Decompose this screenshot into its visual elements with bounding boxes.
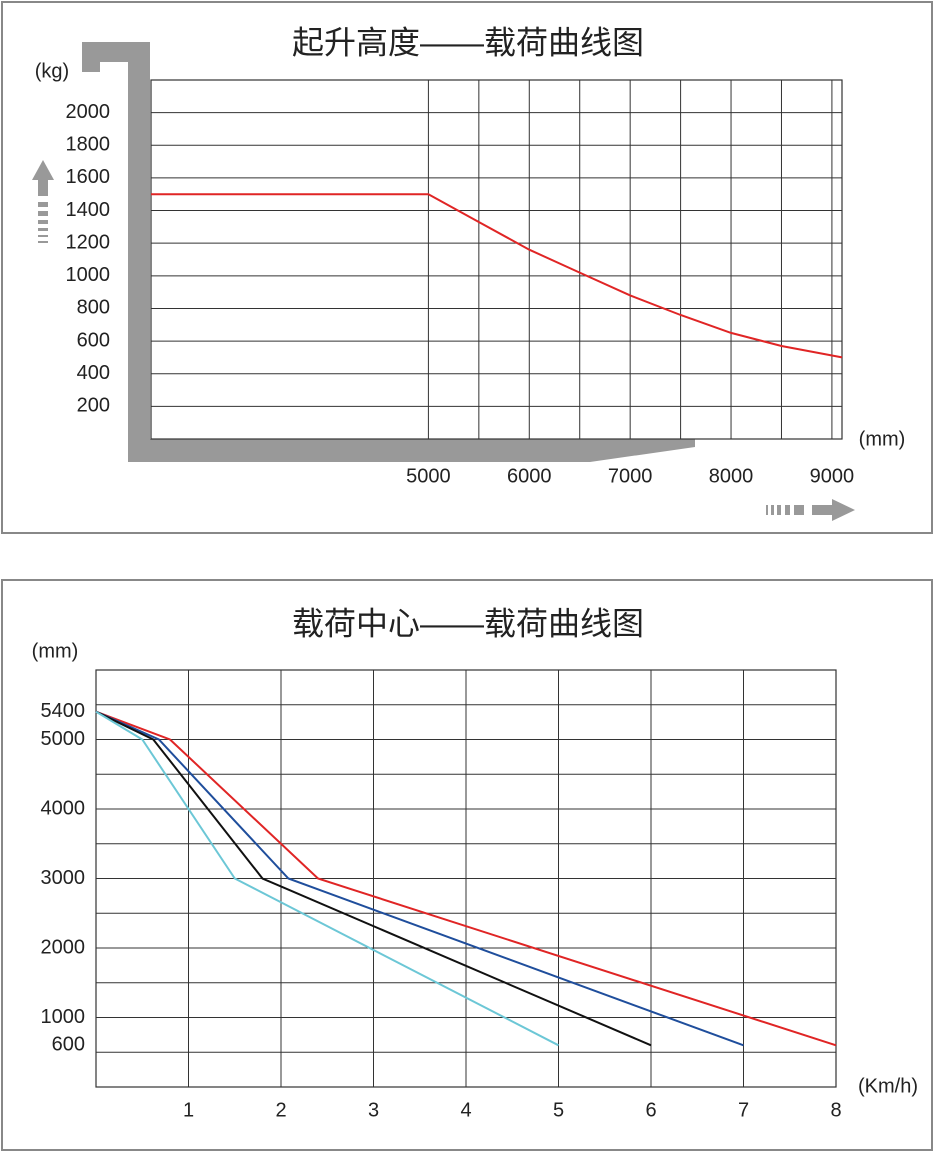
data-line	[95, 710, 652, 1047]
y-tick-label: 1000	[41, 1006, 86, 1028]
x-tick-label: 6	[645, 1099, 656, 1121]
fork-shape	[82, 42, 695, 462]
panel	[1, 579, 933, 1151]
data-line	[95, 710, 559, 1047]
plot-area	[150, 79, 843, 440]
x-tick-label: 2	[275, 1099, 286, 1121]
x-tick-label: 8000	[709, 465, 754, 487]
y-tick-label: 400	[77, 362, 110, 384]
y-tick-label: 800	[77, 297, 110, 319]
data-line	[151, 193, 843, 359]
data-line	[95, 710, 744, 1047]
y-tick-label: 2000	[41, 936, 86, 958]
x-axis-label: (mm)	[859, 428, 906, 450]
y-axis-label: (kg)	[35, 60, 69, 82]
x-tick-label: 8	[830, 1099, 841, 1121]
y-tick-label: 4000	[41, 797, 86, 819]
y-tick-label: 1600	[66, 166, 111, 188]
x-tick-label: 9000	[810, 465, 855, 487]
x-tick-label: 5000	[406, 465, 451, 487]
y-tick-label: 2000	[66, 101, 111, 123]
x-tick-label: 1	[183, 1099, 194, 1121]
right-arrow	[766, 499, 855, 521]
y-tick-label: 1800	[66, 134, 111, 156]
panel	[1, 1, 933, 534]
x-tick-label: 7	[738, 1099, 749, 1121]
y-axis-label: (mm)	[32, 640, 79, 662]
chart-title: 载荷中心——载荷曲线图	[292, 605, 644, 641]
x-tick-label: 3	[368, 1099, 379, 1121]
y-tick-label: 1000	[66, 264, 111, 286]
x-tick-label: 7000	[608, 465, 653, 487]
up-arrow	[32, 160, 54, 243]
data-line	[95, 710, 837, 1047]
x-tick-label: 6000	[507, 465, 552, 487]
x-tick-label: 4	[460, 1099, 471, 1121]
x-axis-label: (Km/h)	[858, 1075, 918, 1097]
chart-title: 起升高度——载荷曲线图	[292, 24, 644, 60]
y-tick-label: 1400	[66, 199, 111, 221]
y-tick-label: 600	[52, 1034, 85, 1056]
y-tick-label: 3000	[41, 867, 86, 889]
y-tick-label: 5400	[41, 700, 86, 722]
y-tick-label: 1200	[66, 231, 111, 253]
y-tick-label: 200	[77, 395, 110, 417]
y-tick-label: 5000	[41, 728, 86, 750]
y-tick-label: 600	[77, 329, 110, 351]
x-tick-label: 5	[553, 1099, 564, 1121]
